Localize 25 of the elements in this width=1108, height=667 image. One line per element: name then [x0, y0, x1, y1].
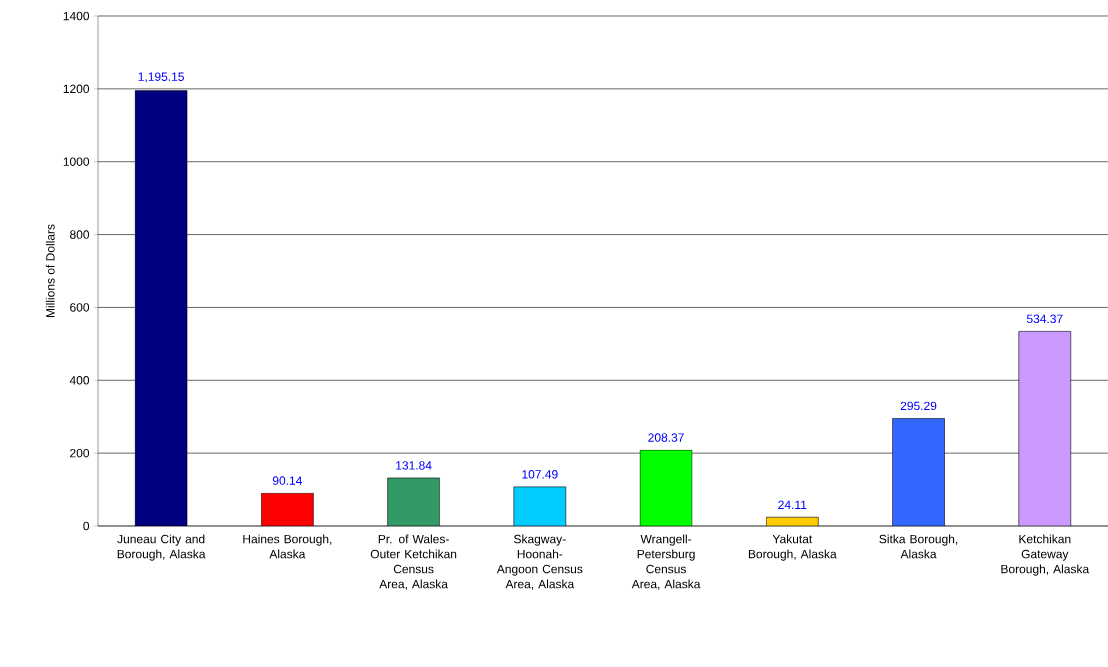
y-tick-label: 1400 — [63, 11, 90, 21]
data-label: 107.49 — [522, 470, 558, 479]
x-tick-label: Ketchikan Gateway Borough, Alaska — [1001, 534, 1090, 576]
x-tick-label: Haines Borough, Alaska — [243, 534, 332, 559]
x-tick-label: Wrangell-Petersburg Census Area, Alaska — [631, 534, 701, 590]
y-tick-label: 1000 — [63, 157, 90, 166]
y-tick-label: 1200 — [63, 84, 90, 94]
y-tick-label: 400 — [69, 376, 90, 385]
data-label: 24.11 — [778, 500, 807, 509]
y-tick-label: 200 — [70, 448, 90, 458]
data-label: 131.84 — [396, 461, 432, 470]
y-tick-label: 0 — [83, 521, 90, 531]
y-axis-title: Millions of Dollars — [45, 224, 55, 318]
x-tick-label: Pr. of Wales-Outer Ketchikan Census Area, Alaska — [370, 534, 457, 590]
y-tick-label: 800 — [70, 230, 90, 239]
x-tick-label: Juneau City and Borough, Alaska — [117, 534, 206, 561]
x-tick-label: Yakutat Borough, Alaska — [748, 534, 837, 561]
data-label: 208.37 — [648, 433, 684, 442]
data-label: 295.29 — [900, 401, 937, 411]
x-tick-label: Sitka Borough, Alaska — [879, 534, 958, 559]
data-label: 90.14 — [272, 476, 303, 485]
data-label: 1,195.15 — [138, 72, 184, 83]
y-tick-label: 600 — [70, 303, 90, 312]
data-label: 534.37 — [1026, 314, 1063, 324]
x-tick-label: Skagway-Hoonah-Angoon Census Area, Alaska — [496, 534, 583, 590]
